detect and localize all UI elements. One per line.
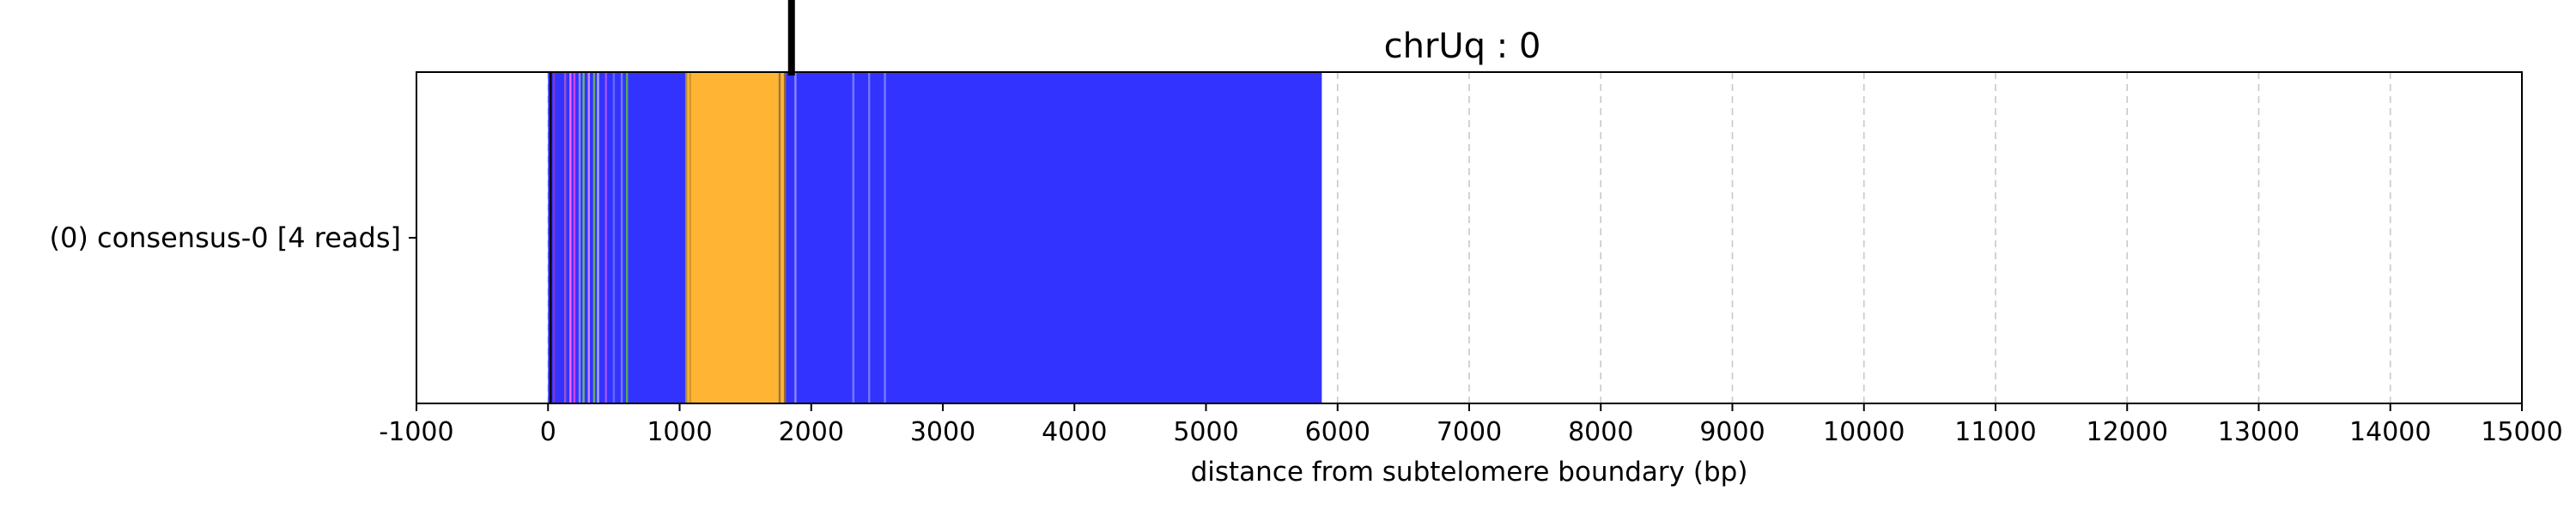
x-tick-label-15: 14000 bbox=[2349, 417, 2431, 447]
stripe-0-16 bbox=[778, 72, 781, 403]
x-tick-label-5: 4000 bbox=[1042, 417, 1107, 447]
stripe-0-17 bbox=[783, 72, 787, 403]
row-stripes bbox=[550, 72, 886, 403]
x-tick-label-1: 0 bbox=[540, 417, 556, 447]
stripe-0-10 bbox=[605, 72, 607, 403]
row-label-0: (0) consensus-0 [4 reads] bbox=[49, 221, 401, 254]
segment-0-0 bbox=[548, 72, 687, 403]
row-segments bbox=[548, 72, 1322, 403]
stripe-0-11 bbox=[612, 72, 616, 403]
x-tick-label-0: -1000 bbox=[379, 417, 453, 447]
segment-0-2 bbox=[785, 72, 1322, 403]
x-tick-label-9: 8000 bbox=[1568, 417, 1633, 447]
stripe-0-7 bbox=[587, 72, 590, 403]
x-tick-label-6: 5000 bbox=[1173, 417, 1238, 447]
stripe-0-18 bbox=[794, 72, 797, 403]
segment-0-1 bbox=[686, 72, 786, 403]
stripe-0-8 bbox=[592, 72, 596, 403]
x-tick-label-2: 1000 bbox=[647, 417, 712, 447]
stripe-0-4 bbox=[573, 72, 576, 403]
x-tick-label-14: 13000 bbox=[2218, 417, 2300, 447]
x-tick-label-3: 2000 bbox=[779, 417, 844, 447]
x-axis-ticks: -1000 0 1000 2000 3000 4000 5000 6000 7000 8000 90… bbox=[379, 403, 2563, 447]
stripe-0-6 bbox=[582, 72, 585, 403]
stripe-0-0 bbox=[550, 72, 552, 403]
x-tick-label-7: 6000 bbox=[1305, 417, 1370, 447]
x-tick-label-16: 15000 bbox=[2481, 417, 2562, 447]
stripe-0-5 bbox=[578, 72, 581, 403]
x-tick-label-13: 12000 bbox=[2087, 417, 2168, 447]
stripe-0-13 bbox=[626, 72, 629, 403]
x-tick-label-4: 3000 bbox=[910, 417, 975, 447]
stripe-0-12 bbox=[620, 72, 623, 403]
stripe-0-2 bbox=[563, 72, 567, 403]
stripe-0-14 bbox=[684, 72, 688, 403]
x-tick-label-11: 10000 bbox=[1823, 417, 1905, 447]
stripe-0-3 bbox=[569, 72, 572, 403]
chart-title: chrUq : 0 bbox=[1384, 27, 1541, 66]
row-labels: (0) consensus-0 [4 reads] bbox=[49, 221, 416, 254]
stripe-0-9 bbox=[597, 72, 599, 403]
stripe-0-15 bbox=[689, 72, 691, 403]
stripe-0-21 bbox=[884, 72, 886, 403]
x-tick-label-12: 11000 bbox=[1954, 417, 2036, 447]
stripe-0-19 bbox=[852, 72, 854, 403]
x-tick-label-8: 7000 bbox=[1437, 417, 1502, 447]
x-axis-label: distance from subtelomere boundary (bp) bbox=[1191, 457, 1748, 488]
x-tick-label-10: 9000 bbox=[1699, 417, 1765, 447]
stripe-0-1 bbox=[552, 72, 556, 403]
stripe-0-20 bbox=[867, 72, 871, 403]
